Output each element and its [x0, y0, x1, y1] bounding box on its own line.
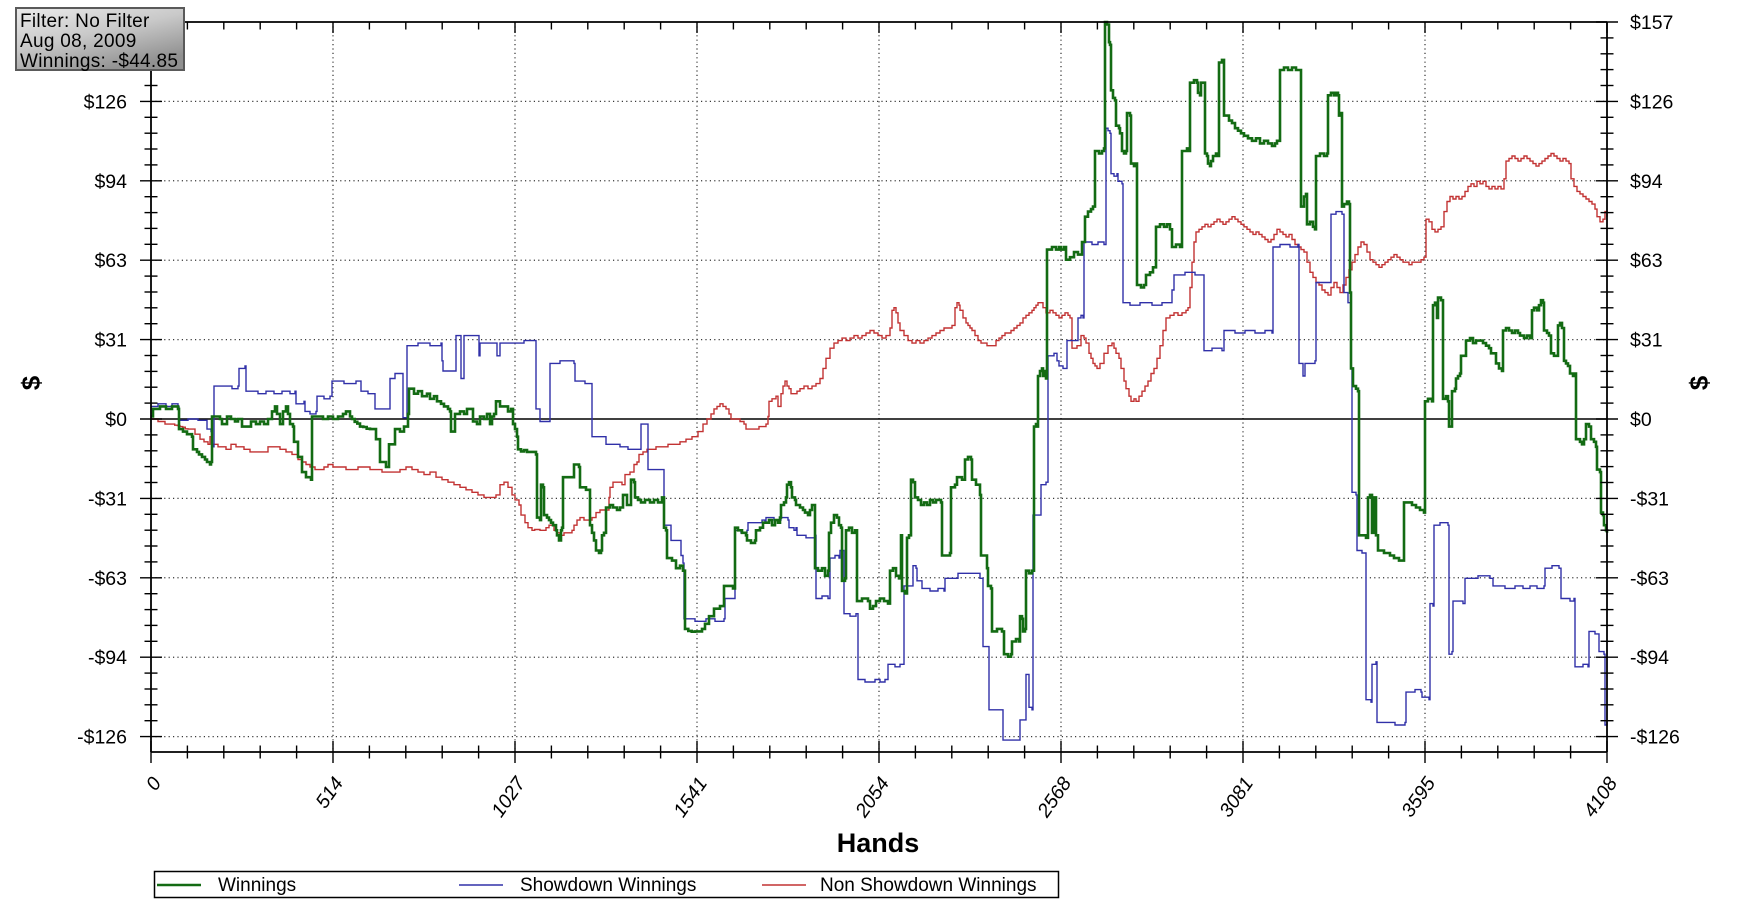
svg-text:Showdown Winnings: Showdown Winnings: [520, 875, 696, 896]
svg-text:$31: $31: [94, 330, 127, 352]
svg-text:$: $: [16, 375, 46, 390]
svg-text:-$126: -$126: [77, 727, 127, 749]
svg-text:$157: $157: [1630, 12, 1673, 34]
svg-text:$126: $126: [84, 91, 127, 113]
svg-text:Filter: No Filter: Filter: No Filter: [20, 11, 150, 32]
svg-text:Winnings: -$44.85: Winnings: -$44.85: [20, 51, 178, 72]
svg-text:$0: $0: [1630, 409, 1652, 431]
svg-text:$63: $63: [1630, 250, 1663, 272]
svg-text:-$63: -$63: [1630, 568, 1669, 590]
svg-text:Non Showdown Winnings: Non Showdown Winnings: [820, 875, 1037, 896]
svg-text:-$94: -$94: [88, 647, 127, 669]
svg-text:-$94: -$94: [1630, 647, 1669, 669]
svg-text:$94: $94: [94, 171, 127, 193]
svg-text:$31: $31: [1630, 330, 1663, 352]
svg-text:Aug 08, 2009: Aug 08, 2009: [20, 31, 137, 52]
svg-text:Winnings: Winnings: [218, 875, 296, 896]
svg-text:-$63: -$63: [88, 568, 127, 590]
svg-text:-$126: -$126: [1630, 727, 1680, 749]
svg-text:-$31: -$31: [1630, 488, 1669, 510]
svg-text:$0: $0: [105, 409, 127, 431]
svg-text:Hands: Hands: [837, 828, 920, 858]
svg-text:$: $: [1684, 375, 1714, 390]
svg-text:$126: $126: [1630, 91, 1673, 113]
svg-text:$63: $63: [94, 250, 127, 272]
svg-text:-$31: -$31: [88, 488, 127, 510]
svg-text:$94: $94: [1630, 171, 1663, 193]
